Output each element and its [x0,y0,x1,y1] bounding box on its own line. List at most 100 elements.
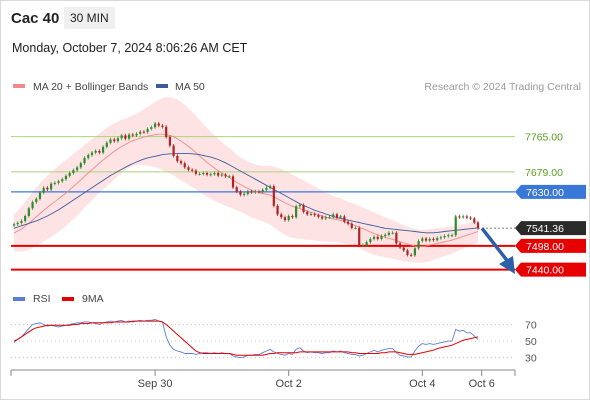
candles [12,121,480,257]
candle-body [465,216,468,218]
legend-swatch-rsi [13,297,25,301]
candle-body [135,133,138,136]
candle-body [372,236,376,239]
candle-body [205,173,209,175]
candle-body [16,222,19,225]
candle-body [287,216,290,221]
x-tick-label: Oct 4 [409,378,435,390]
candle-body [417,240,420,249]
x-tick-label: Oct 2 [276,378,302,390]
candle-body [391,232,394,234]
candle-body [272,186,275,206]
chart-datetime: Monday, October 7, 2024 8:06:26 AM CET [12,41,248,55]
timeframe-button[interactable]: 30 MIN [64,7,115,29]
legend-label-ma20: MA 20 + Bollinger Bands [33,81,148,93]
candle-body [291,216,294,218]
candle-body [202,173,205,175]
ma50-line [13,152,479,234]
candle-body [150,127,153,129]
candle-body [324,217,327,219]
candle-body [309,213,313,215]
candle-body [298,204,301,207]
candle-body [187,167,190,170]
candle-body [447,235,450,237]
candle-body [113,139,116,142]
bollinger-bands [14,97,478,263]
candle-body [98,150,101,153]
candle-body [387,232,391,235]
candle-body [454,216,457,236]
candle-body [317,215,320,217]
candle-body [365,242,368,246]
candle-body [50,183,53,190]
candle-body [146,128,149,133]
candle-body [376,236,379,239]
candle-body [176,155,179,162]
candle-body [179,161,183,164]
candle-body [165,126,168,138]
candle-body [361,245,365,247]
candle-body [246,191,249,194]
candle-body [124,135,127,139]
candle-body [153,123,157,128]
candle-body [27,208,30,216]
rsi-tick-50: 50 [525,336,537,348]
legend: MA 20 + Bollinger Bands MA 50 [13,81,205,93]
bollinger-band-area [14,97,478,263]
ma20-line [13,133,479,247]
level-label-7440.00: 7440.00 [526,265,564,277]
candle-body [46,187,49,190]
candle-body [57,181,60,183]
forecast-arrow-icon [480,227,515,274]
candle-body [295,206,298,218]
candle-body [332,214,335,218]
candle-body [105,142,108,147]
candle-body [109,139,112,143]
candle-body [20,220,23,223]
candle-body [369,238,372,243]
candle-body [413,248,416,256]
candle-body [280,214,283,218]
candle-body [127,134,131,139]
candle-body [306,211,309,215]
candle-body [398,243,402,248]
candle-body [473,218,476,223]
rsi-tick-70: 70 [525,319,537,331]
candle-body [161,125,164,127]
candle-body [358,227,361,246]
candle-body [261,189,264,192]
candle-body [328,217,331,219]
candle-body [64,175,68,180]
candle-body [320,216,324,219]
candle-body [243,193,246,195]
legend-label-rsi: RSI [33,293,51,305]
candle-body [476,222,480,229]
candle-body [53,182,56,184]
candle-body [168,137,172,146]
candle-body [235,187,238,192]
candle-body [101,146,105,153]
candle-body [87,155,90,158]
candle-body [436,238,439,241]
legend-label-ma50: MA 50 [175,81,205,93]
research-credit: Research © 2024 Trading Central [424,81,581,93]
candle-body [228,176,231,178]
candle-body [209,174,212,176]
candle-body [339,216,342,218]
candle-body [424,238,428,241]
moving-averages [13,133,479,247]
level-tag-7498.00 [515,238,586,253]
candle-body [120,135,123,139]
candle-body [198,173,201,175]
candle-body [83,157,86,164]
candle-body [142,131,146,133]
rsi-ma-line [13,320,479,356]
candle-body [343,216,346,222]
level-labels: 7765.00 7679.00 7630.00 7541.36 7498.00 7440.… [515,132,586,277]
candle-body [462,216,465,218]
candle-body [250,191,253,193]
level-tag-7440.00 [515,262,586,277]
level-label-7679.00: 7679.00 [525,167,563,179]
candle-body [24,216,27,221]
